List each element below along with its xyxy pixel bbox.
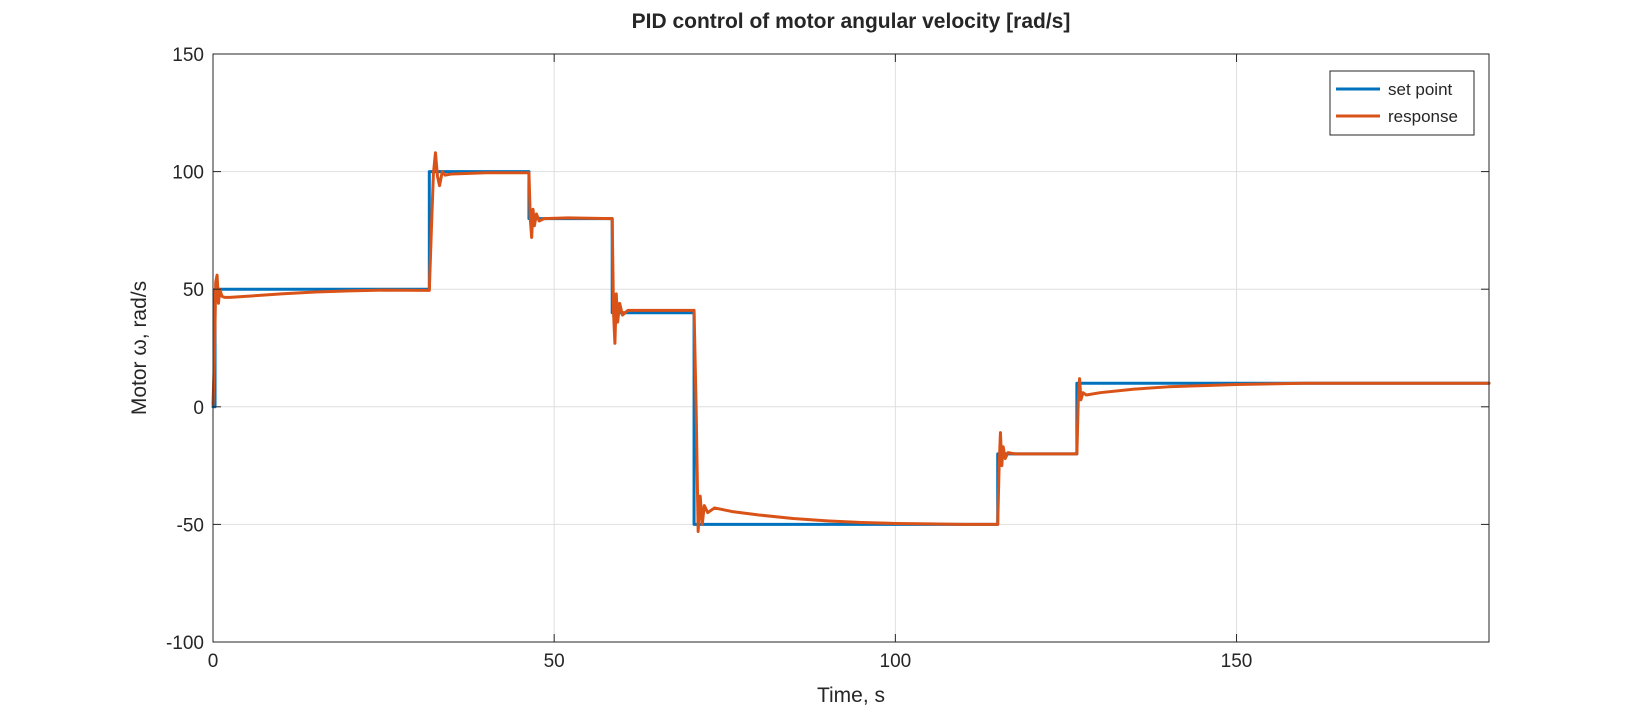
x-tick-label-0: 0 [208, 651, 219, 672]
x-axis-label: Time, s [817, 684, 885, 707]
y-axis-label: Motor ω, rad/s [128, 281, 151, 415]
y-tick-label-minus-100: -100 [166, 633, 204, 654]
y-tick-label-150: 150 [172, 45, 204, 66]
legend-label-response: response [1388, 107, 1458, 126]
series-lines [211, 151, 1491, 533]
legend-label-set-point: set point [1388, 80, 1453, 99]
axes-box [212, 53, 1490, 643]
y-tick-label-0: 0 [193, 398, 204, 419]
x-tick-label-100: 100 [880, 651, 912, 672]
y-tick-label-minus-50: -50 [177, 515, 204, 536]
chart-title: PID control of motor angular velocity [r… [632, 10, 1071, 33]
plot-area [213, 54, 1489, 642]
x-tick-label-150: 150 [1221, 651, 1253, 672]
x-tick-label-50: 50 [544, 651, 565, 672]
ticks: 0 50 100 150 -100 -50 0 50 100 150 [166, 45, 1489, 672]
y-tick-label-100: 100 [172, 163, 204, 184]
legend: set point response [1329, 70, 1475, 136]
legend-box [1329, 70, 1475, 136]
y-tick-label-50: 50 [183, 280, 204, 301]
series-line-response [211, 151, 1491, 533]
